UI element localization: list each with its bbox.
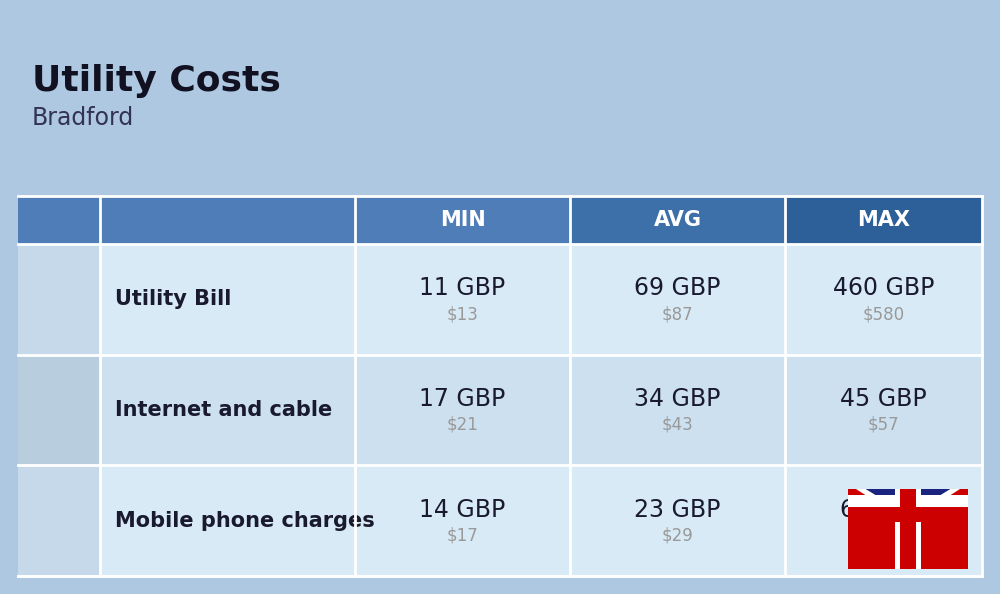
- FancyBboxPatch shape: [900, 489, 916, 569]
- FancyBboxPatch shape: [570, 465, 785, 576]
- FancyBboxPatch shape: [18, 244, 100, 355]
- Text: 68 GBP: 68 GBP: [840, 498, 927, 522]
- FancyBboxPatch shape: [570, 355, 785, 465]
- FancyBboxPatch shape: [570, 196, 785, 244]
- FancyBboxPatch shape: [848, 495, 968, 518]
- Text: MIN: MIN: [440, 210, 485, 230]
- Text: AVG: AVG: [654, 210, 702, 230]
- FancyBboxPatch shape: [895, 489, 921, 569]
- Text: $21: $21: [447, 416, 478, 434]
- Text: $86: $86: [868, 527, 899, 545]
- Text: $17: $17: [447, 527, 478, 545]
- FancyBboxPatch shape: [785, 465, 982, 576]
- Text: $13: $13: [447, 305, 478, 323]
- Text: Internet and cable: Internet and cable: [115, 400, 332, 420]
- FancyBboxPatch shape: [355, 465, 570, 576]
- Text: $43: $43: [662, 416, 693, 434]
- Text: $580: $580: [862, 305, 905, 323]
- Text: MAX: MAX: [857, 210, 910, 230]
- Text: 34 GBP: 34 GBP: [634, 387, 721, 411]
- Text: Utility Bill: Utility Bill: [115, 289, 231, 309]
- FancyBboxPatch shape: [100, 244, 355, 355]
- Polygon shape: [848, 489, 968, 569]
- Polygon shape: [848, 489, 968, 569]
- Text: Utility Costs: Utility Costs: [32, 64, 281, 98]
- FancyBboxPatch shape: [355, 355, 570, 465]
- FancyBboxPatch shape: [785, 355, 982, 465]
- Text: 14 GBP: 14 GBP: [419, 498, 506, 522]
- FancyBboxPatch shape: [18, 196, 100, 244]
- Polygon shape: [848, 489, 968, 569]
- Text: Mobile phone charges: Mobile phone charges: [115, 511, 375, 530]
- Text: 17 GBP: 17 GBP: [419, 387, 506, 411]
- FancyBboxPatch shape: [100, 465, 355, 576]
- FancyBboxPatch shape: [785, 244, 982, 355]
- Text: 460 GBP: 460 GBP: [833, 276, 934, 301]
- FancyBboxPatch shape: [18, 465, 100, 576]
- Text: 45 GBP: 45 GBP: [840, 387, 927, 411]
- Text: 23 GBP: 23 GBP: [634, 498, 721, 522]
- Text: $57: $57: [868, 416, 899, 434]
- Text: Bradford: Bradford: [32, 106, 134, 130]
- FancyBboxPatch shape: [570, 244, 785, 355]
- Text: $29: $29: [662, 527, 693, 545]
- FancyBboxPatch shape: [100, 196, 355, 244]
- FancyBboxPatch shape: [100, 355, 355, 465]
- FancyBboxPatch shape: [355, 244, 570, 355]
- Text: 11 GBP: 11 GBP: [419, 276, 506, 301]
- Text: 69 GBP: 69 GBP: [634, 276, 721, 301]
- FancyBboxPatch shape: [355, 196, 570, 244]
- Polygon shape: [848, 489, 968, 569]
- FancyBboxPatch shape: [18, 355, 100, 465]
- Text: $87: $87: [662, 305, 693, 323]
- FancyBboxPatch shape: [848, 489, 968, 569]
- FancyBboxPatch shape: [848, 507, 968, 522]
- FancyBboxPatch shape: [785, 196, 982, 244]
